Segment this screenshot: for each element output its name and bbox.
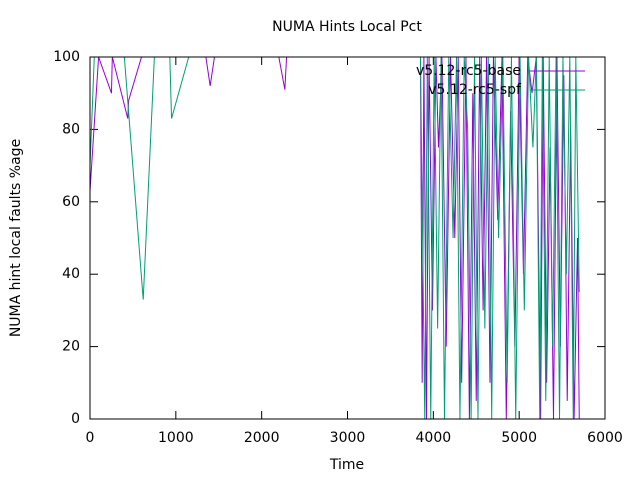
x-tick-label: 1000 bbox=[158, 430, 194, 446]
x-tick-label: 3000 bbox=[330, 430, 366, 446]
plot-border bbox=[89, 56, 606, 420]
y-tick-label: 20 bbox=[62, 339, 80, 355]
y-axis-label: NUMA hint local faults %age bbox=[8, 139, 24, 337]
y-tick-label: 80 bbox=[62, 121, 80, 137]
legend-label: v5.12-rc5-spf bbox=[428, 82, 522, 98]
series-line bbox=[90, 57, 580, 419]
x-tick-label: 6000 bbox=[587, 430, 623, 446]
x-tick-label: 5000 bbox=[501, 430, 537, 446]
chart-title: NUMA Hints Local Pct bbox=[272, 19, 422, 35]
plot-area bbox=[90, 57, 580, 419]
x-tick-label: 4000 bbox=[416, 430, 452, 446]
y-tick-label: 60 bbox=[62, 194, 80, 210]
legend-label: v5.12-rc5-base bbox=[416, 63, 521, 79]
series-line bbox=[90, 57, 580, 419]
x-axis-label: Time bbox=[329, 457, 364, 473]
y-tick-label: 100 bbox=[53, 49, 80, 65]
x-tick-label: 0 bbox=[86, 430, 95, 446]
x-tick-label: 2000 bbox=[244, 430, 280, 446]
y-tick-label: 0 bbox=[71, 411, 80, 427]
y-tick-label: 40 bbox=[62, 266, 80, 282]
